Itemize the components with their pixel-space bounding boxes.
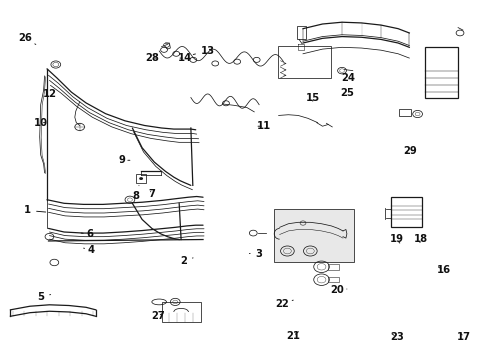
Text: 24: 24 bbox=[340, 73, 354, 83]
Text: 2: 2 bbox=[180, 256, 193, 266]
Text: 14: 14 bbox=[178, 53, 192, 63]
Text: 19: 19 bbox=[389, 234, 403, 244]
Text: 11: 11 bbox=[256, 121, 270, 131]
Text: 8: 8 bbox=[132, 185, 140, 201]
Text: 6: 6 bbox=[81, 229, 93, 239]
Text: 13: 13 bbox=[193, 46, 215, 56]
Text: 15: 15 bbox=[305, 93, 319, 103]
Text: 20: 20 bbox=[329, 285, 346, 296]
Text: 12: 12 bbox=[42, 89, 56, 99]
Text: 26: 26 bbox=[18, 33, 36, 44]
Text: 10: 10 bbox=[34, 118, 48, 128]
Text: 4: 4 bbox=[83, 245, 94, 255]
Text: 28: 28 bbox=[144, 53, 159, 63]
Text: 21: 21 bbox=[285, 331, 300, 341]
Text: 27: 27 bbox=[150, 311, 164, 320]
Text: 23: 23 bbox=[389, 332, 403, 342]
Text: 1: 1 bbox=[24, 206, 45, 216]
Text: 29: 29 bbox=[403, 146, 416, 156]
Text: 7: 7 bbox=[148, 189, 155, 199]
Text: 9: 9 bbox=[118, 155, 130, 165]
Text: 22: 22 bbox=[275, 299, 293, 309]
Text: 5: 5 bbox=[37, 292, 51, 302]
FancyBboxPatch shape bbox=[273, 210, 353, 262]
Circle shape bbox=[139, 177, 143, 180]
Text: 3: 3 bbox=[249, 248, 262, 258]
Text: 17: 17 bbox=[456, 332, 470, 342]
Text: 16: 16 bbox=[435, 265, 449, 275]
Text: 25: 25 bbox=[339, 88, 353, 98]
Text: 18: 18 bbox=[413, 234, 427, 244]
